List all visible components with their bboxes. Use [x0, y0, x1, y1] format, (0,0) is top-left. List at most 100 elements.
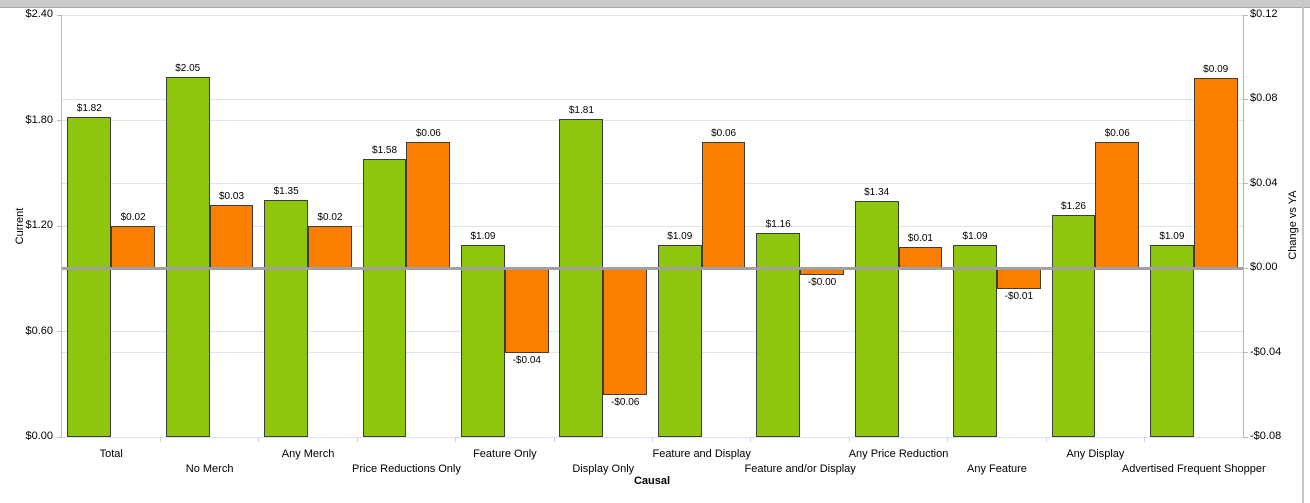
- bar-change-vs-ya[interactable]: [209, 204, 254, 269]
- left-axis-tickmark: [57, 225, 62, 227]
- category-boundary-tick: [553, 437, 555, 442]
- left-axis-tickmark: [57, 436, 62, 438]
- left-axis-line: [61, 15, 62, 437]
- right-axis-tick-label: $0.12: [1250, 8, 1278, 20]
- bar-change-vs-ya[interactable]: [603, 268, 648, 395]
- category-boundary-tick: [947, 437, 949, 442]
- bar-value-label: $1.09: [1159, 231, 1185, 243]
- bar-current[interactable]: [1051, 215, 1096, 437]
- bar-current[interactable]: [165, 76, 210, 437]
- category-boundary-tick: [258, 437, 260, 442]
- bar-current[interactable]: [953, 245, 997, 437]
- category-label: No Merch: [185, 463, 234, 475]
- category-label: Price Reductions Only: [352, 463, 461, 475]
- bar-current[interactable]: [362, 159, 407, 437]
- category-boundary-tick: [159, 437, 161, 442]
- category-boundary-tick: [1045, 437, 1047, 442]
- bar-current[interactable]: [1149, 245, 1194, 437]
- panel-right-border: [1302, 0, 1304, 503]
- right-axis-gridline: [62, 183, 1243, 185]
- bar-change-vs-ya[interactable]: [1095, 141, 1140, 269]
- left-axis-tick-label: $1.20: [25, 219, 53, 231]
- category-label: Total: [99, 448, 123, 460]
- bar-value-label: $0.02: [120, 212, 146, 223]
- right-axis-tickmark: [1243, 436, 1248, 438]
- category-boundary-tick: [848, 437, 850, 442]
- right-axis-tick-label: $0.04: [1250, 176, 1278, 189]
- right-axis-tickmark: [1243, 98, 1248, 100]
- category-label: Any Price Reduction: [848, 448, 949, 460]
- bar-current[interactable]: [559, 118, 604, 437]
- right-axis-gridline: [62, 14, 1243, 16]
- bar-current[interactable]: [854, 201, 899, 437]
- category-label: Feature and Display: [652, 448, 751, 460]
- x-axis-title: Causal: [633, 475, 671, 487]
- category-boundary-tick: [455, 437, 457, 442]
- category-label: Advertised Frequent Shopper: [1121, 463, 1266, 475]
- bar-value-label: -$0.06: [611, 396, 640, 408]
- bar-change-vs-ya[interactable]: [701, 141, 746, 269]
- bar-current[interactable]: [461, 245, 505, 437]
- left-axis-gridline: [62, 120, 1243, 121]
- right-axis-tick-label: -$0.04: [1250, 345, 1282, 358]
- bar-value-label: $2.05: [175, 62, 201, 74]
- category-label: Feature Only: [473, 448, 537, 460]
- right-axis-tickmark: [1243, 267, 1248, 269]
- bar-change-vs-ya[interactable]: [406, 141, 451, 269]
- bar-current[interactable]: [657, 245, 702, 437]
- bar-value-label: $0.02: [317, 212, 343, 223]
- bar-value-label: $1.09: [962, 231, 988, 243]
- right-axis-gridline: [62, 98, 1243, 100]
- right-axis-tickmark: [1243, 183, 1248, 185]
- bar-current[interactable]: [67, 116, 112, 437]
- left-axis-gridline: [62, 225, 1243, 227]
- right-axis-tick-label: -$0.08: [1250, 430, 1282, 442]
- left-axis-tickmark: [57, 331, 62, 332]
- bar-change-vs-ya[interactable]: [1193, 78, 1238, 269]
- bar-value-label: $1.16: [765, 219, 791, 231]
- category-label: Any Display: [1066, 448, 1125, 460]
- left-axis-tick-label: $0.00: [25, 430, 53, 442]
- bar-value-label: $0.01: [907, 233, 933, 245]
- bar-change-vs-ya[interactable]: [996, 268, 1041, 290]
- left-axis-tickmark: [57, 14, 62, 16]
- left-axis-gridline: [62, 331, 1243, 332]
- bar-current[interactable]: [756, 233, 801, 437]
- right-axis-line: [1243, 15, 1244, 437]
- bar-value-label: $1.26: [1060, 201, 1086, 213]
- right-axis-gridline: [62, 352, 1243, 354]
- bar-value-label: $0.03: [219, 190, 245, 202]
- left-axis-tick-label: $2.40: [25, 8, 53, 20]
- bar-value-label: $1.09: [470, 231, 496, 243]
- bar-value-label: $1.09: [667, 231, 693, 243]
- zero-line: [62, 266, 1243, 270]
- bar-value-label: $1.81: [568, 104, 594, 116]
- bar-change-vs-ya[interactable]: [111, 226, 155, 269]
- bar-change-vs-ya[interactable]: [308, 226, 352, 269]
- bar-change-vs-ya[interactable]: [504, 268, 549, 353]
- bar-current[interactable]: [264, 199, 309, 437]
- left-axis-tick-label: $0.60: [25, 324, 53, 337]
- category-boundary-tick: [652, 437, 653, 442]
- bar-value-label: $1.82: [76, 102, 102, 114]
- bar-value-label: -$0.01: [1004, 291, 1034, 303]
- bar-value-label: $0.06: [415, 127, 441, 139]
- right-axis-tickmark: [1243, 352, 1248, 354]
- category-label: Feature and/or Display: [744, 463, 856, 475]
- category-boundary-tick: [1144, 437, 1146, 442]
- bar-value-label: -$0.04: [512, 354, 541, 366]
- window-top-bar: [0, 0, 1310, 8]
- bar-value-label: $1.34: [864, 187, 890, 199]
- bar-change-vs-ya[interactable]: [898, 247, 943, 269]
- bar-value-label: $1.35: [273, 185, 299, 197]
- bar-value-label: -$0.00: [807, 276, 837, 288]
- left-axis-tick-label: $1.80: [25, 113, 53, 126]
- category-boundary-tick: [750, 437, 752, 442]
- category-label: Any Feature: [966, 463, 1027, 475]
- left-axis-tickmark: [57, 120, 62, 121]
- right-axis-tick-label: $0.08: [1250, 92, 1278, 105]
- category-label: Display Only: [572, 463, 635, 475]
- right-axis-tickmark: [1243, 14, 1248, 16]
- bar-value-label: $0.09: [1203, 64, 1229, 76]
